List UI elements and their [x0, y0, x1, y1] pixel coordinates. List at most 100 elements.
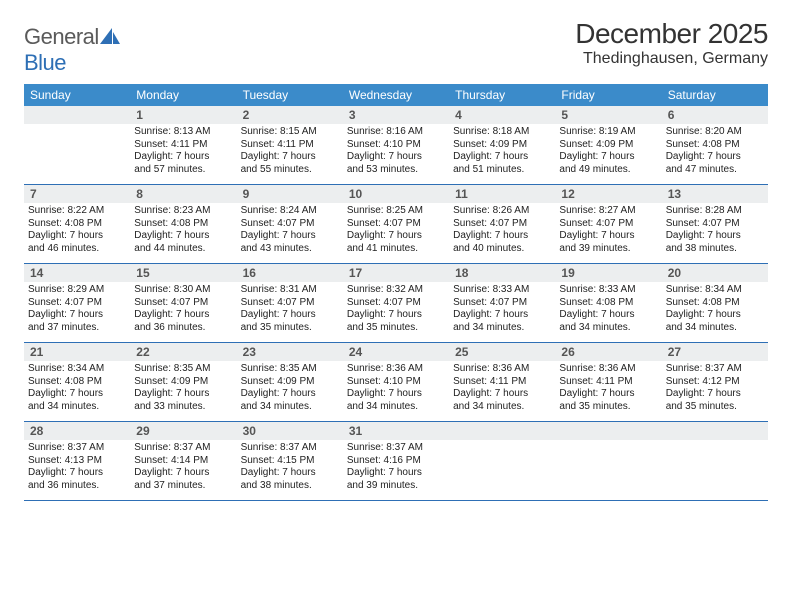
day-line: and 36 minutes. — [134, 322, 232, 335]
header: General Blue December 2025 Thedinghausen… — [24, 18, 768, 76]
week-row: 1Sunrise: 8:13 AMSunset: 4:11 PMDaylight… — [24, 106, 768, 185]
day-line: and 34 minutes. — [666, 322, 764, 335]
day-line: Daylight: 7 hours — [347, 151, 445, 164]
dayhead-fri: Friday — [555, 84, 661, 106]
day-line: Sunset: 4:14 PM — [134, 455, 232, 468]
day-cell: 28Sunrise: 8:37 AMSunset: 4:13 PMDayligh… — [24, 422, 130, 500]
day-number — [24, 106, 130, 124]
day-line: Sunset: 4:11 PM — [134, 139, 232, 152]
day-line: and 33 minutes. — [134, 401, 232, 414]
day-cell: 18Sunrise: 8:33 AMSunset: 4:07 PMDayligh… — [449, 264, 555, 342]
title-block: December 2025 Thedinghausen, Germany — [575, 18, 768, 68]
day-cell: 9Sunrise: 8:24 AMSunset: 4:07 PMDaylight… — [237, 185, 343, 263]
day-line: Sunrise: 8:16 AM — [347, 126, 445, 139]
day-line: Sunrise: 8:28 AM — [666, 205, 764, 218]
day-number: 7 — [24, 185, 130, 203]
day-number: 22 — [130, 343, 236, 361]
day-line: Sunset: 4:07 PM — [28, 297, 126, 310]
day-cell: 24Sunrise: 8:36 AMSunset: 4:10 PMDayligh… — [343, 343, 449, 421]
day-body: Sunrise: 8:20 AMSunset: 4:08 PMDaylight:… — [662, 124, 768, 180]
day-body: Sunrise: 8:22 AMSunset: 4:08 PMDaylight:… — [24, 203, 130, 259]
day-cell — [662, 422, 768, 500]
day-body: Sunrise: 8:34 AMSunset: 4:08 PMDaylight:… — [24, 361, 130, 417]
day-line: and 36 minutes. — [28, 480, 126, 493]
day-line: Daylight: 7 hours — [453, 230, 551, 243]
day-cell: 10Sunrise: 8:25 AMSunset: 4:07 PMDayligh… — [343, 185, 449, 263]
day-cell: 26Sunrise: 8:36 AMSunset: 4:11 PMDayligh… — [555, 343, 661, 421]
day-line: Sunset: 4:08 PM — [559, 297, 657, 310]
day-body: Sunrise: 8:31 AMSunset: 4:07 PMDaylight:… — [237, 282, 343, 338]
day-line: Sunrise: 8:27 AM — [559, 205, 657, 218]
day-body: Sunrise: 8:36 AMSunset: 4:11 PMDaylight:… — [449, 361, 555, 417]
day-body: Sunrise: 8:36 AMSunset: 4:11 PMDaylight:… — [555, 361, 661, 417]
day-cell — [555, 422, 661, 500]
day-body: Sunrise: 8:37 AMSunset: 4:16 PMDaylight:… — [343, 440, 449, 496]
day-body: Sunrise: 8:18 AMSunset: 4:09 PMDaylight:… — [449, 124, 555, 180]
day-body: Sunrise: 8:27 AMSunset: 4:07 PMDaylight:… — [555, 203, 661, 259]
day-number: 11 — [449, 185, 555, 203]
day-line: Daylight: 7 hours — [559, 151, 657, 164]
week-row: 7Sunrise: 8:22 AMSunset: 4:08 PMDaylight… — [24, 185, 768, 264]
day-number: 25 — [449, 343, 555, 361]
day-cell: 17Sunrise: 8:32 AMSunset: 4:07 PMDayligh… — [343, 264, 449, 342]
day-line: Sunset: 4:11 PM — [241, 139, 339, 152]
day-line: and 57 minutes. — [134, 164, 232, 177]
day-body: Sunrise: 8:16 AMSunset: 4:10 PMDaylight:… — [343, 124, 449, 180]
day-line: and 53 minutes. — [347, 164, 445, 177]
day-cell: 5 Sunrise: 8:19 AMSunset: 4:09 PMDaylight… — [555, 106, 661, 184]
day-number: 30 — [237, 422, 343, 440]
day-line: Sunset: 4:07 PM — [453, 218, 551, 231]
day-body: Sunrise: 8:33 AMSunset: 4:07 PMDaylight:… — [449, 282, 555, 338]
day-line: Sunrise: 8:37 AM — [666, 363, 764, 376]
week-row: 14Sunrise: 8:29 AMSunset: 4:07 PMDayligh… — [24, 264, 768, 343]
day-line: Sunset: 4:07 PM — [453, 297, 551, 310]
day-line: Daylight: 7 hours — [241, 388, 339, 401]
day-number: 19 — [555, 264, 661, 282]
day-cell: 30Sunrise: 8:37 AMSunset: 4:15 PMDayligh… — [237, 422, 343, 500]
day-cell: 14Sunrise: 8:29 AMSunset: 4:07 PMDayligh… — [24, 264, 130, 342]
day-line: and 39 minutes. — [559, 243, 657, 256]
calendar: Sunday Monday Tuesday Wednesday Thursday… — [24, 84, 768, 501]
day-cell: 23Sunrise: 8:35 AMSunset: 4:09 PMDayligh… — [237, 343, 343, 421]
day-line: Daylight: 7 hours — [453, 151, 551, 164]
day-cell: 27Sunrise: 8:37 AMSunset: 4:12 PMDayligh… — [662, 343, 768, 421]
day-number: 13 — [662, 185, 768, 203]
day-line: Daylight: 7 hours — [559, 309, 657, 322]
day-cell: 15Sunrise: 8:30 AMSunset: 4:07 PMDayligh… — [130, 264, 236, 342]
day-number: 5 — [555, 106, 661, 124]
day-cell: 13Sunrise: 8:28 AMSunset: 4:07 PMDayligh… — [662, 185, 768, 263]
day-line: and 34 minutes. — [453, 401, 551, 414]
day-line: and 37 minutes. — [28, 322, 126, 335]
day-cell — [24, 106, 130, 184]
day-line: Sunrise: 8:34 AM — [666, 284, 764, 297]
day-line: Sunset: 4:08 PM — [134, 218, 232, 231]
day-line: Daylight: 7 hours — [241, 230, 339, 243]
day-line: and 34 minutes. — [28, 401, 126, 414]
day-line: Sunrise: 8:37 AM — [28, 442, 126, 455]
day-line: Daylight: 7 hours — [28, 309, 126, 322]
day-cell: 6Sunrise: 8:20 AMSunset: 4:08 PMDaylight… — [662, 106, 768, 184]
day-line: Sunrise: 8:25 AM — [347, 205, 445, 218]
day-line: Sunset: 4:07 PM — [241, 297, 339, 310]
day-number: 17 — [343, 264, 449, 282]
day-number: 26 — [555, 343, 661, 361]
day-line: and 43 minutes. — [241, 243, 339, 256]
dayhead-sat: Saturday — [662, 84, 768, 106]
day-body: Sunrise: 8:25 AMSunset: 4:07 PMDaylight:… — [343, 203, 449, 259]
day-line: Sunset: 4:09 PM — [559, 139, 657, 152]
day-line: Sunset: 4:11 PM — [559, 376, 657, 389]
day-body: Sunrise: 8:36 AMSunset: 4:10 PMDaylight:… — [343, 361, 449, 417]
day-cell: 7Sunrise: 8:22 AMSunset: 4:08 PMDaylight… — [24, 185, 130, 263]
day-line: Daylight: 7 hours — [453, 309, 551, 322]
day-line: Sunset: 4:10 PM — [347, 376, 445, 389]
day-line: Daylight: 7 hours — [559, 388, 657, 401]
day-line: Sunrise: 8:19 AM — [559, 126, 657, 139]
day-line: Daylight: 7 hours — [347, 388, 445, 401]
day-line: and 41 minutes. — [347, 243, 445, 256]
day-number: 3 — [343, 106, 449, 124]
day-number: 23 — [237, 343, 343, 361]
day-line: and 34 minutes. — [347, 401, 445, 414]
day-body — [662, 440, 768, 446]
day-body: Sunrise: 8:15 AMSunset: 4:11 PMDaylight:… — [237, 124, 343, 180]
day-line: Sunrise: 8:29 AM — [28, 284, 126, 297]
